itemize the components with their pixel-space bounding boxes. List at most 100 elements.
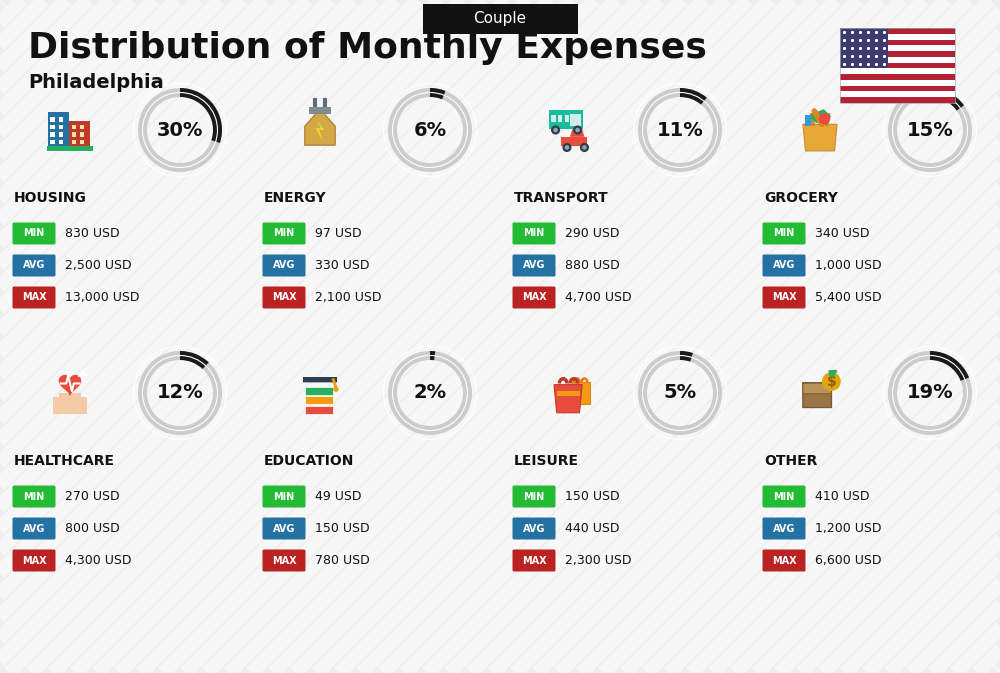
- Text: 97 USD: 97 USD: [315, 227, 362, 240]
- Wedge shape: [638, 88, 722, 172]
- Circle shape: [333, 386, 339, 392]
- Text: 2,300 USD: 2,300 USD: [565, 554, 632, 567]
- Wedge shape: [138, 88, 222, 172]
- Text: 330 USD: 330 USD: [315, 259, 370, 272]
- Bar: [840, 92, 955, 97]
- Bar: [840, 97, 955, 103]
- Text: 410 USD: 410 USD: [815, 490, 870, 503]
- Wedge shape: [138, 351, 222, 435]
- Bar: [840, 51, 955, 57]
- Text: GROCERY: GROCERY: [764, 191, 838, 205]
- Bar: [305, 406, 333, 414]
- FancyBboxPatch shape: [512, 549, 556, 571]
- Bar: [805, 115, 810, 127]
- FancyBboxPatch shape: [262, 518, 306, 540]
- Circle shape: [553, 128, 558, 133]
- FancyBboxPatch shape: [262, 287, 306, 308]
- Text: 6%: 6%: [413, 120, 447, 139]
- FancyBboxPatch shape: [763, 485, 806, 507]
- Text: MAX: MAX: [22, 293, 46, 302]
- Text: MAX: MAX: [522, 555, 546, 565]
- Wedge shape: [388, 88, 472, 172]
- Bar: [80, 125, 84, 129]
- Bar: [840, 69, 955, 74]
- Text: AVG: AVG: [773, 524, 795, 534]
- Polygon shape: [59, 376, 81, 395]
- Text: 15%: 15%: [907, 120, 953, 139]
- Bar: [840, 74, 955, 80]
- Bar: [840, 57, 955, 63]
- FancyBboxPatch shape: [763, 287, 806, 308]
- Circle shape: [573, 125, 582, 135]
- Wedge shape: [388, 351, 472, 435]
- Text: MAX: MAX: [522, 293, 546, 302]
- Text: 1,000 USD: 1,000 USD: [815, 259, 882, 272]
- Bar: [69, 120, 90, 146]
- Bar: [59, 393, 81, 414]
- Bar: [50, 133, 55, 137]
- Bar: [72, 125, 76, 129]
- FancyBboxPatch shape: [803, 383, 831, 407]
- Bar: [72, 133, 76, 137]
- Text: Couple: Couple: [473, 11, 527, 26]
- Text: MAX: MAX: [772, 555, 796, 565]
- Bar: [840, 28, 888, 69]
- Text: MIN: MIN: [23, 491, 45, 501]
- Circle shape: [565, 145, 569, 150]
- FancyBboxPatch shape: [262, 254, 306, 277]
- Bar: [47, 146, 93, 151]
- Text: 12%: 12%: [157, 384, 203, 402]
- FancyBboxPatch shape: [262, 549, 306, 571]
- Bar: [840, 34, 955, 40]
- FancyBboxPatch shape: [512, 223, 556, 244]
- Bar: [840, 28, 955, 103]
- Bar: [551, 115, 556, 122]
- Bar: [50, 125, 55, 129]
- Bar: [59, 117, 63, 122]
- Text: 5,400 USD: 5,400 USD: [815, 291, 882, 304]
- Text: Philadelphia: Philadelphia: [28, 73, 164, 92]
- Bar: [840, 85, 955, 92]
- Text: 49 USD: 49 USD: [315, 490, 362, 503]
- Bar: [565, 115, 569, 122]
- Wedge shape: [930, 351, 969, 381]
- Text: $: $: [827, 375, 836, 388]
- FancyBboxPatch shape: [512, 518, 556, 540]
- Text: AVG: AVG: [523, 524, 545, 534]
- FancyBboxPatch shape: [422, 4, 578, 34]
- Wedge shape: [888, 351, 972, 435]
- Text: 30%: 30%: [157, 120, 203, 139]
- Bar: [59, 133, 63, 137]
- Text: 19%: 19%: [907, 384, 953, 402]
- Bar: [560, 137, 587, 146]
- Circle shape: [582, 145, 587, 150]
- Text: 150 USD: 150 USD: [565, 490, 620, 503]
- Bar: [840, 28, 955, 34]
- FancyBboxPatch shape: [512, 254, 556, 277]
- Text: 800 USD: 800 USD: [65, 522, 120, 535]
- Text: 13,000 USD: 13,000 USD: [65, 291, 140, 304]
- Text: 4,700 USD: 4,700 USD: [565, 291, 632, 304]
- Bar: [570, 114, 581, 127]
- Polygon shape: [315, 120, 325, 141]
- Text: 4,300 USD: 4,300 USD: [65, 554, 132, 567]
- Text: 830 USD: 830 USD: [65, 227, 120, 240]
- FancyBboxPatch shape: [12, 254, 56, 277]
- Text: 2%: 2%: [413, 384, 447, 402]
- Bar: [50, 117, 55, 122]
- Text: AVG: AVG: [523, 260, 545, 271]
- Text: MIN: MIN: [23, 229, 45, 238]
- Bar: [558, 115, 562, 122]
- Text: AVG: AVG: [23, 524, 45, 534]
- Wedge shape: [680, 88, 707, 104]
- FancyBboxPatch shape: [262, 223, 306, 244]
- Text: ENERGY: ENERGY: [264, 191, 327, 205]
- Wedge shape: [180, 88, 222, 143]
- Polygon shape: [549, 110, 583, 129]
- Circle shape: [823, 374, 840, 390]
- Text: HOUSING: HOUSING: [14, 191, 87, 205]
- FancyBboxPatch shape: [262, 485, 306, 507]
- Polygon shape: [554, 385, 582, 413]
- Text: 5%: 5%: [663, 384, 697, 402]
- Bar: [80, 140, 84, 145]
